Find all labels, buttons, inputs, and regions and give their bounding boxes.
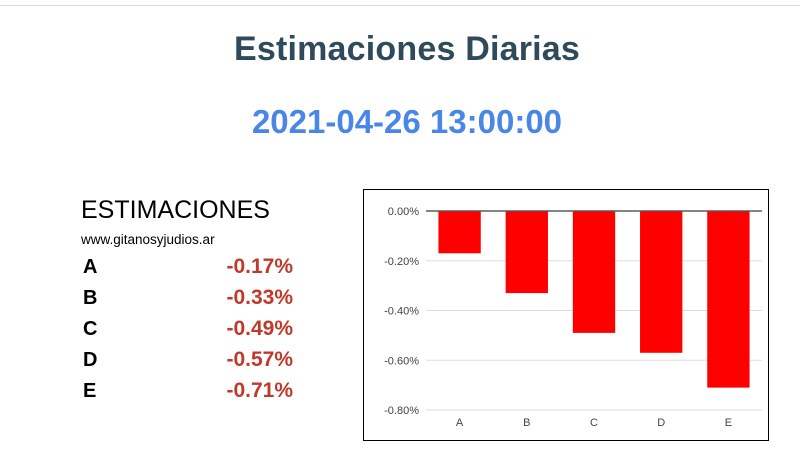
x-tick-label: B: [523, 417, 530, 429]
x-tick-label: E: [725, 417, 732, 429]
page-title: Estimaciones Diarias: [233, 30, 581, 68]
bar-a: [438, 211, 481, 254]
estimate-label: A: [83, 256, 98, 278]
estimate-row-b: B -0.33%: [81, 283, 311, 314]
y-tick-label: -0.40%: [384, 306, 419, 318]
estimate-label: D: [83, 349, 98, 371]
bar-chart-svg: 0.00% -0.20% -0.40% -0.60% -0.80% A B C D E: [384, 206, 762, 429]
site-url: www.gitanosyjudios.ar: [81, 232, 215, 247]
estimate-value: -0.33%: [226, 286, 293, 309]
x-tick-label: D: [657, 417, 665, 429]
estimate-value: -0.57%: [226, 348, 293, 371]
top-divider: [0, 5, 800, 6]
bar-c: [572, 211, 616, 333]
estimate-label: B: [83, 287, 98, 309]
y-tick-label: -0.60%: [384, 355, 419, 367]
estimate-label: C: [83, 318, 98, 340]
bar-b: [505, 211, 548, 294]
bar-chart: 0.00% -0.20% -0.40% -0.60% -0.80% A B C D E: [363, 189, 769, 441]
y-tick-label: -0.80%: [384, 405, 419, 417]
estimate-row-d: D -0.57%: [81, 345, 311, 376]
estimate-value: -0.17%: [226, 255, 293, 278]
estimaciones-table: A -0.17% B -0.33% C -0.49% D -0.57% E -0…: [81, 252, 311, 407]
estimate-value: -0.49%: [226, 317, 293, 340]
bar-e: [707, 211, 750, 388]
x-tick-label: A: [456, 417, 464, 429]
y-tick-label: -0.20%: [384, 256, 419, 268]
estimate-row-c: C -0.49%: [81, 314, 311, 345]
bar-d: [640, 211, 683, 353]
y-tick-label: 0.00%: [388, 206, 419, 218]
estimate-row-a: A -0.17%: [81, 252, 311, 283]
estimaciones-heading: ESTIMACIONES: [81, 196, 270, 224]
x-tick-label: C: [590, 417, 598, 429]
estimation-datetime: 2021-04-26 13:00:00: [251, 103, 563, 140]
estimate-value: -0.71%: [226, 379, 293, 402]
estimate-row-e: E -0.71%: [81, 376, 311, 407]
estimate-label: E: [83, 380, 97, 402]
